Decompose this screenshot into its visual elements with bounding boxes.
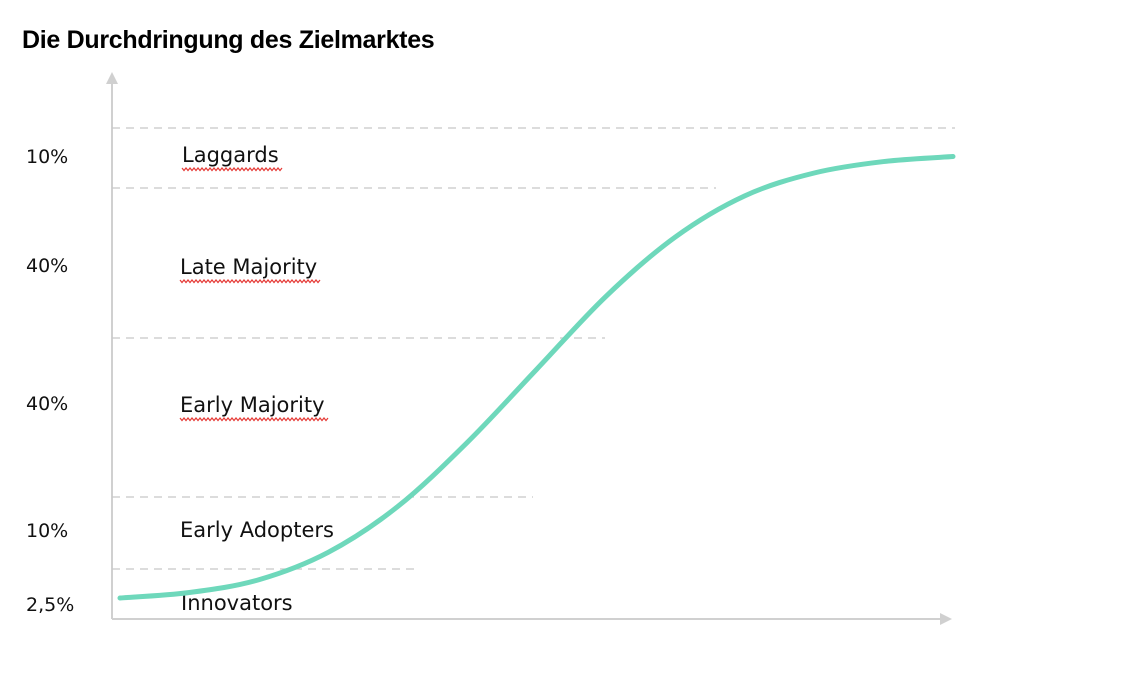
segment-percent: 2,5% [26,594,74,616]
segment-label: Early Majority [180,393,325,417]
spellcheck-underline [179,279,321,284]
segment-percent: 10% [26,520,68,542]
spellcheck-underline [181,167,283,172]
segment-percent: 10% [26,146,68,168]
segment-label: Late Majority [180,255,317,279]
chart-title: Die Durchdringung des Zielmarktes [22,26,435,54]
segment-percent: 40% [26,255,68,277]
y-axis-arrow [106,72,118,84]
segment-label: Innovators [181,591,293,615]
segment-label: Laggards [182,143,279,167]
spellcheck-underline [179,417,329,422]
segment-percent: 40% [26,393,68,415]
segment-label: Early Adopters [180,518,334,542]
x-axis-arrow [940,613,952,625]
adoption-curve-line [117,154,956,601]
